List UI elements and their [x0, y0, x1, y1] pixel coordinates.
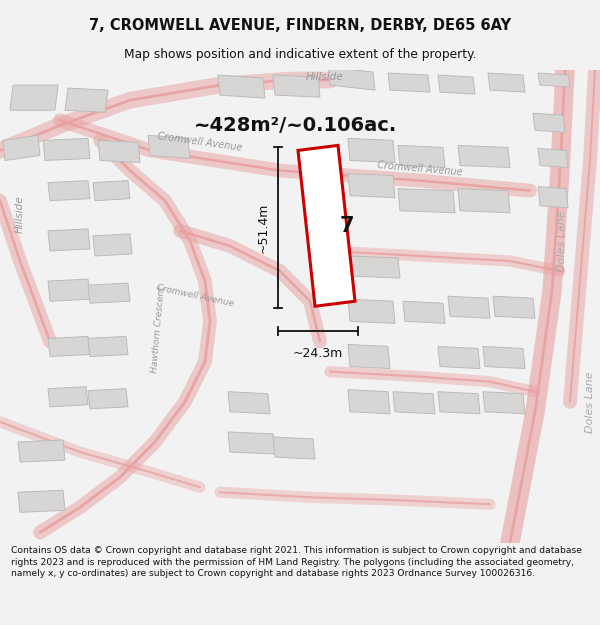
Text: Hillside: Hillside — [15, 195, 25, 233]
Polygon shape — [273, 437, 315, 459]
Polygon shape — [10, 85, 58, 110]
Text: ~51.4m: ~51.4m — [257, 202, 270, 253]
Polygon shape — [348, 344, 390, 369]
Polygon shape — [538, 73, 570, 87]
Polygon shape — [398, 146, 445, 168]
Polygon shape — [228, 432, 275, 454]
Polygon shape — [48, 279, 90, 301]
Polygon shape — [148, 136, 190, 159]
Polygon shape — [458, 189, 510, 213]
Polygon shape — [43, 138, 90, 161]
Polygon shape — [228, 392, 270, 414]
Polygon shape — [348, 390, 390, 414]
Polygon shape — [218, 75, 265, 98]
Polygon shape — [298, 146, 355, 306]
Polygon shape — [328, 67, 375, 90]
Polygon shape — [348, 138, 395, 162]
Polygon shape — [533, 113, 565, 132]
Polygon shape — [438, 346, 480, 369]
Polygon shape — [538, 148, 568, 168]
Polygon shape — [348, 256, 400, 278]
Polygon shape — [438, 75, 475, 94]
Polygon shape — [348, 299, 395, 323]
Polygon shape — [538, 187, 568, 208]
Text: ~428m²/~0.106ac.: ~428m²/~0.106ac. — [193, 116, 397, 135]
Polygon shape — [48, 181, 90, 201]
Text: 7, CROMWELL AVENUE, FINDERN, DERBY, DE65 6AY: 7, CROMWELL AVENUE, FINDERN, DERBY, DE65… — [89, 18, 511, 32]
Polygon shape — [18, 440, 65, 462]
Polygon shape — [88, 336, 128, 356]
Polygon shape — [488, 73, 525, 92]
Text: Contains OS data © Crown copyright and database right 2021. This information is : Contains OS data © Crown copyright and d… — [11, 546, 581, 578]
Text: Doles Lane: Doles Lane — [585, 371, 595, 432]
Polygon shape — [48, 336, 90, 356]
Text: Hawthorn Crescent: Hawthorn Crescent — [150, 286, 166, 374]
Polygon shape — [448, 296, 490, 318]
Polygon shape — [65, 88, 108, 112]
Text: 7: 7 — [339, 216, 354, 236]
Text: Doles Lane: Doles Lane — [557, 210, 567, 272]
Polygon shape — [493, 296, 535, 318]
Polygon shape — [393, 392, 435, 414]
Polygon shape — [458, 146, 510, 168]
Polygon shape — [93, 234, 132, 256]
Polygon shape — [483, 346, 525, 369]
Polygon shape — [438, 392, 480, 414]
Polygon shape — [88, 389, 128, 409]
Polygon shape — [348, 174, 395, 198]
Polygon shape — [93, 181, 130, 201]
Polygon shape — [483, 392, 525, 414]
Polygon shape — [18, 490, 65, 512]
Polygon shape — [48, 229, 90, 251]
Text: Map shows position and indicative extent of the property.: Map shows position and indicative extent… — [124, 48, 476, 61]
Polygon shape — [388, 73, 430, 92]
Polygon shape — [273, 75, 320, 97]
Polygon shape — [398, 189, 455, 213]
Polygon shape — [403, 301, 445, 323]
Text: ~24.3m: ~24.3m — [293, 348, 343, 361]
Polygon shape — [48, 387, 88, 407]
Polygon shape — [88, 283, 130, 303]
Polygon shape — [98, 141, 140, 162]
Text: Cromwell Avenue: Cromwell Avenue — [157, 131, 243, 152]
Text: Hillside: Hillside — [306, 72, 344, 82]
Text: Cromwell Avenue: Cromwell Avenue — [155, 283, 235, 308]
Text: Cromwell Avenue: Cromwell Avenue — [377, 160, 463, 177]
Polygon shape — [3, 136, 40, 161]
